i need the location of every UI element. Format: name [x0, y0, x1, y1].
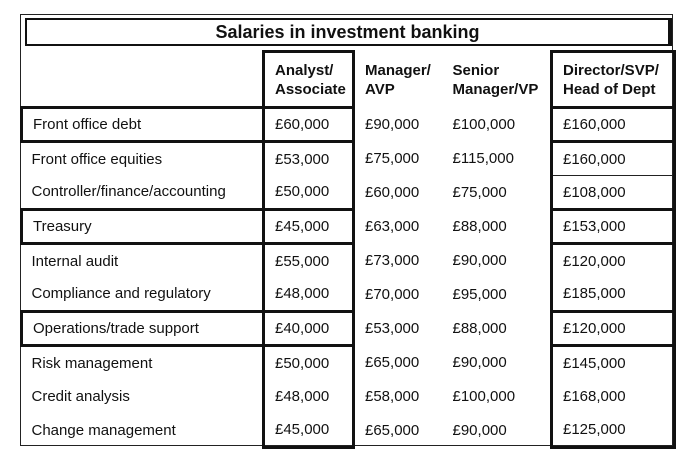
table-row: Credit analysis £48,000 £58,000 £100,000 £16… — [21, 379, 676, 414]
cell-senior-manager: £88,000 — [452, 320, 507, 337]
cell-manager: £63,000 — [365, 218, 420, 235]
cell-manager: £65,000 — [365, 422, 420, 439]
cell-analyst: £53,000 — [262, 141, 355, 176]
cell-analyst: £50,000 — [262, 175, 355, 210]
cell-senior-manager: £75,000 — [452, 184, 507, 201]
column-header-line: Manager/ — [365, 61, 431, 79]
column-header-manager: Manager/ AVP — [354, 52, 443, 108]
row-role-label: Treasury — [20, 208, 264, 245]
table-row: Front office equities £53,000 £75,000 £115,… — [21, 141, 676, 176]
table-row: Front office debt £60,000 £90,000 £100,000 £… — [20, 106, 676, 143]
cell-analyst: £45,000 — [262, 413, 355, 449]
cell-director: £108,000 — [550, 175, 676, 210]
cell-senior-manager: £115,000 — [452, 150, 514, 167]
row-role-label: Controller/finance/accounting — [21, 175, 264, 210]
column-header-line: Senior — [452, 61, 500, 79]
column-header-line: Associate — [275, 80, 346, 98]
cell-director: £185,000 — [550, 277, 676, 312]
row-role-label: Front office debt — [20, 106, 264, 143]
row-role-label: Compliance and regulatory — [21, 277, 264, 312]
cell-director: £160,000 — [550, 106, 676, 143]
cell-manager: £75,000 — [365, 150, 420, 167]
table-title: Salaries in investment banking — [25, 18, 672, 46]
cell-analyst: £48,000 — [262, 379, 355, 414]
cell-manager: £90,000 — [365, 116, 420, 133]
table-row: Operations/trade support £40,000 £53,000 £8… — [20, 310, 676, 347]
cell-director: £168,000 — [550, 379, 676, 414]
role-column-header — [21, 51, 264, 108]
cell-director: £120,000 — [550, 243, 676, 278]
cell-senior-manager: £100,000 — [452, 116, 516, 133]
table-row: Internal audit £55,000 £73,000 £90,000 £120,… — [21, 243, 676, 278]
cell-senior-manager: £100,000 — [452, 388, 516, 405]
row-role-label: Credit analysis — [21, 379, 264, 414]
table-row: Compliance and regulatory £48,000 £70,000 £… — [21, 277, 676, 312]
cell-senior-manager: £90,000 — [452, 354, 507, 371]
cell-manager: £65,000 — [365, 354, 420, 371]
table-row: Controller/finance/accounting £50,000 £60,… — [21, 175, 676, 210]
cell-manager: £58,000 — [365, 388, 420, 405]
cell-director: £160,000 — [550, 141, 676, 176]
cell-senior-manager: £88,000 — [452, 218, 507, 235]
row-role-label: Front office equities — [21, 141, 264, 176]
row-role-label: Risk management — [21, 345, 264, 380]
cell-analyst: £50,000 — [262, 345, 355, 380]
cell-analyst: £45,000 — [262, 208, 355, 245]
cell-senior-manager: £95,000 — [452, 286, 507, 303]
column-header-analyst: Analyst/ Associate — [262, 50, 355, 109]
table-row: Treasury £45,000 £63,000 £88,000 £153,000 — [20, 208, 676, 245]
cell-director: £153,000 — [550, 208, 676, 245]
row-role-label: Operations/trade support — [20, 310, 264, 347]
row-role-label: Change management — [21, 413, 264, 448]
salary-table: Analyst/ Associate Manager/ AVP Senior M… — [20, 50, 676, 449]
cell-analyst: £48,000 — [262, 277, 355, 312]
header-row: Analyst/ Associate Manager/ AVP Senior M… — [21, 50, 676, 109]
cell-analyst: £40,000 — [262, 310, 355, 347]
column-header-line: AVP — [365, 80, 395, 98]
cell-manager: £73,000 — [365, 252, 420, 269]
column-header-senior-manager: Senior Manager/VP — [443, 52, 552, 108]
cell-analyst: £60,000 — [262, 106, 355, 143]
cell-senior-manager: £90,000 — [452, 422, 507, 439]
column-header-line: Analyst/ — [275, 61, 334, 79]
cell-analyst: £55,000 — [262, 243, 355, 278]
column-header-line: Head of Dept — [563, 80, 656, 98]
cell-senior-manager: £90,000 — [452, 252, 507, 269]
column-header-line: Manager/VP — [452, 80, 539, 98]
row-role-label: Internal audit — [21, 243, 264, 278]
column-header-line: Director/SVP/ — [563, 61, 659, 79]
cell-director: £120,000 — [550, 310, 676, 347]
cell-manager: £53,000 — [365, 320, 420, 337]
cell-director: £145,000 — [550, 345, 676, 380]
cell-manager: £60,000 — [365, 184, 420, 201]
column-header-director: Director/SVP/ Head of Dept — [550, 50, 676, 109]
table-row: Change management £45,000 £65,000 £90,000 £1… — [21, 413, 676, 449]
table-row: Risk management £50,000 £65,000 £90,000 £145… — [21, 345, 676, 380]
cell-manager: £70,000 — [365, 286, 420, 303]
cell-director: £125,000 — [550, 413, 676, 449]
